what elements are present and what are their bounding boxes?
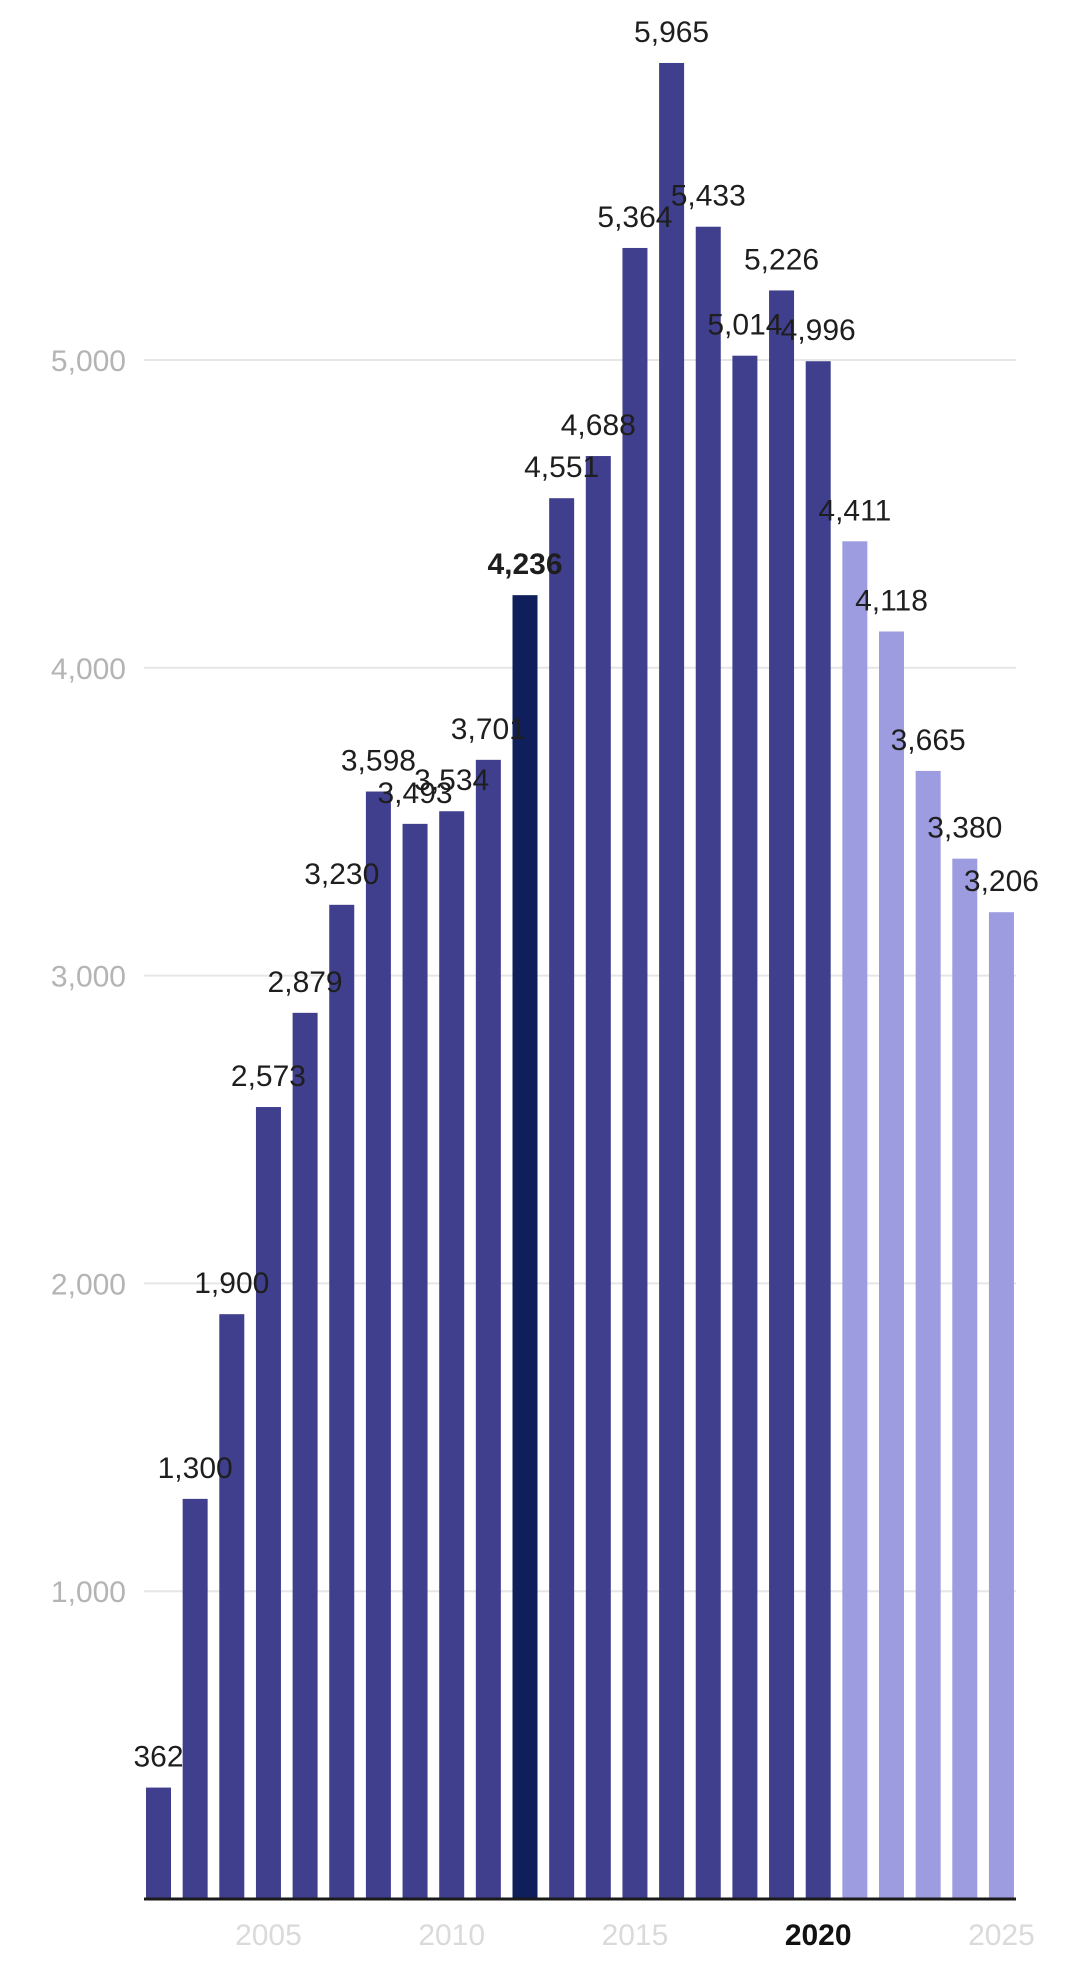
y-tick-label: 1,000 [51,1576,126,1609]
data-label-2008: 3,598 [341,745,416,778]
data-label-2019: 5,226 [744,243,819,276]
data-label-2014: 4,688 [561,409,636,442]
bar-2003 [182,1498,208,1899]
bar-2006 [292,1012,318,1899]
bar-2018 [732,355,758,1899]
y-tick-label: 5,000 [51,345,126,378]
x-axis-ticks: 2005 2010 2015 2020 2025 [235,1919,1035,1952]
data-label-2012: 4,236 [487,548,562,581]
y-axis-ticks: 1,000 2,000 3,000 4,000 5,000 [51,345,126,1609]
data-label-2021: 4,411 [818,494,891,527]
bar-2007 [329,904,355,1899]
data-label-2016: 5,965 [634,16,709,49]
data-label-2004: 1,900 [194,1267,269,1300]
data-label-2022: 4,118 [855,584,928,617]
bar-2025 [988,912,1014,1899]
y-tick-label: 3,000 [51,961,126,994]
data-label-2013: 4,551 [524,451,599,484]
data-label-2006: 2,879 [268,966,343,999]
bar-2023 [915,770,941,1899]
x-tick-label-2020: 2020 [785,1919,852,1952]
x-tick-label-2015: 2015 [602,1919,669,1952]
data-label-2009: 3,493 [378,777,453,810]
data-label-2015: 5,364 [597,201,672,234]
bars [146,62,1014,1900]
data-label-2002: 362 [133,1741,183,1774]
x-tick-label-2025: 2025 [968,1919,1035,1952]
bar-2024 [952,858,978,1899]
x-tick-label-2005: 2005 [235,1919,302,1952]
data-labels: 3621,3001,9002,5732,8793,2303,5983,4933,… [133,16,1039,1774]
bar-2012 [512,595,538,1899]
data-label-2024: 3,380 [927,812,1002,845]
bar-2019 [769,290,795,1899]
data-label-2017: 5,433 [671,180,746,213]
data-label-2003: 1,300 [158,1452,233,1485]
bar-2021 [842,541,868,1899]
data-label-2023: 3,665 [891,724,966,757]
y-tick-label: 2,000 [51,1268,126,1301]
data-label-2018: 5,014 [707,309,782,342]
bar-2020 [805,361,831,1899]
x-tick-label-2010: 2010 [418,1919,485,1952]
grid-lines [144,359,1016,1593]
bar-2008 [365,791,391,1899]
data-label-2011: 3,701 [451,713,526,746]
bar-2010 [439,811,465,1899]
data-label-2005: 2,573 [231,1060,306,1093]
bar-2022 [879,631,904,1899]
data-label-2025: 3,206 [964,865,1039,898]
bar-2013 [549,498,575,1900]
bar-2002 [146,1787,171,1899]
bar-2014 [585,456,611,1900]
bar-2011 [475,759,501,1899]
bar-2005 [255,1107,281,1899]
data-label-2020: 4,996 [781,314,856,347]
y-tick-label: 4,000 [51,653,126,686]
bar-2015 [622,247,648,1899]
data-label-2010: 3,534 [414,764,489,797]
bar-2017 [695,226,721,1899]
data-label-2007: 3,230 [304,858,379,891]
bar-2016 [659,62,685,1899]
bar-2004 [219,1314,245,1899]
bar-2009 [402,823,428,1899]
